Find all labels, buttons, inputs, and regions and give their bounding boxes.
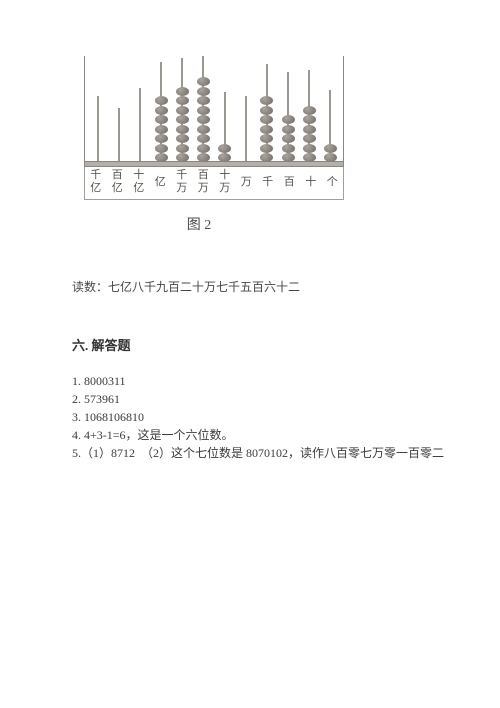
bead	[176, 134, 189, 143]
rod-stick	[139, 88, 141, 166]
bead	[324, 153, 337, 162]
bead	[197, 106, 210, 115]
answer-item: 2. 573961	[72, 390, 452, 408]
reading-prefix: 读数：	[72, 280, 108, 294]
bead	[260, 106, 273, 115]
place-label: 万	[236, 166, 258, 199]
abacus-rod	[235, 52, 256, 166]
answer-item: 4. 4+3-1=6，这是一个六位数。	[72, 426, 452, 444]
abacus-rod	[299, 52, 320, 166]
bead	[282, 144, 295, 153]
bead	[197, 144, 210, 153]
bead	[282, 115, 295, 124]
bead	[282, 134, 295, 143]
abacus-rod	[108, 52, 129, 166]
section-title: 六. 解答题	[72, 335, 452, 354]
place-label: 千亿	[85, 166, 107, 199]
bead	[155, 125, 168, 134]
abacus-rods	[84, 56, 344, 166]
bead	[282, 153, 295, 162]
abacus-rod	[256, 52, 277, 166]
bead	[176, 115, 189, 124]
place-label: 百万	[193, 166, 215, 199]
abacus-place-labels: 千亿百亿十亿亿千万百万十万万千百十个	[84, 166, 344, 200]
answer-item: 1. 8000311	[72, 372, 452, 390]
bead	[303, 115, 316, 124]
abacus-rod	[214, 52, 235, 166]
bead	[260, 144, 273, 153]
bead	[176, 87, 189, 96]
bead	[260, 125, 273, 134]
abacus-rod	[87, 52, 108, 166]
place-label: 十万	[214, 166, 236, 199]
abacus-rod	[172, 52, 193, 166]
rod-stick	[245, 96, 247, 166]
bead	[260, 115, 273, 124]
bead	[218, 153, 231, 162]
bead	[176, 144, 189, 153]
bead	[176, 96, 189, 105]
abacus-figure: 千亿百亿十亿亿千万百万十万万千百十个 图 2	[84, 56, 344, 234]
bead	[303, 134, 316, 143]
place-label: 千万	[171, 166, 193, 199]
reading-text: 七亿八千九百二十万七千五百六十二	[108, 280, 300, 294]
reading-line: 读数：七亿八千九百二十万七千五百六十二	[72, 278, 452, 295]
place-label: 百	[279, 166, 301, 199]
bead	[176, 153, 189, 162]
place-label: 千	[257, 166, 279, 199]
bead	[155, 96, 168, 105]
place-label: 亿	[150, 166, 172, 199]
abacus-rod	[320, 52, 341, 166]
place-label: 个	[322, 166, 344, 199]
rod-stick	[118, 108, 120, 166]
bead	[155, 153, 168, 162]
bead	[260, 96, 273, 105]
bead	[303, 106, 316, 115]
bead	[197, 153, 210, 162]
rod-stick	[97, 96, 99, 166]
bead	[218, 144, 231, 153]
bead	[282, 125, 295, 134]
bead	[197, 96, 210, 105]
bead	[155, 115, 168, 124]
abacus-rod	[129, 52, 150, 166]
bead	[155, 106, 168, 115]
bead	[303, 153, 316, 162]
abacus-rod	[278, 52, 299, 166]
bead	[324, 144, 337, 153]
bead	[155, 144, 168, 153]
place-label: 百亿	[107, 166, 129, 199]
bead	[303, 125, 316, 134]
abacus-rod	[193, 52, 214, 166]
page: 千亿百亿十亿亿千万百万十万万千百十个 图 2 读数：七亿八千九百二十万七千五百六…	[0, 0, 500, 462]
answer-list: 1. 80003112. 5739613. 10681068104. 4+3-1…	[72, 372, 452, 462]
bead	[197, 125, 210, 134]
place-label: 十	[300, 166, 322, 199]
bead	[176, 106, 189, 115]
bead	[303, 144, 316, 153]
bead	[197, 115, 210, 124]
bead	[197, 134, 210, 143]
bead	[197, 87, 210, 96]
bead	[260, 153, 273, 162]
bead	[155, 134, 168, 143]
bead	[197, 77, 210, 86]
place-label: 十亿	[128, 166, 150, 199]
abacus-rod	[151, 52, 172, 166]
bead	[176, 125, 189, 134]
answer-item: 5.（1）8712 （2）这个七位数是 8070102，读作八百零七万零一百零二	[72, 444, 452, 462]
figure-caption: 图 2	[54, 214, 344, 234]
answer-item: 3. 1068106810	[72, 408, 452, 426]
bead	[260, 134, 273, 143]
